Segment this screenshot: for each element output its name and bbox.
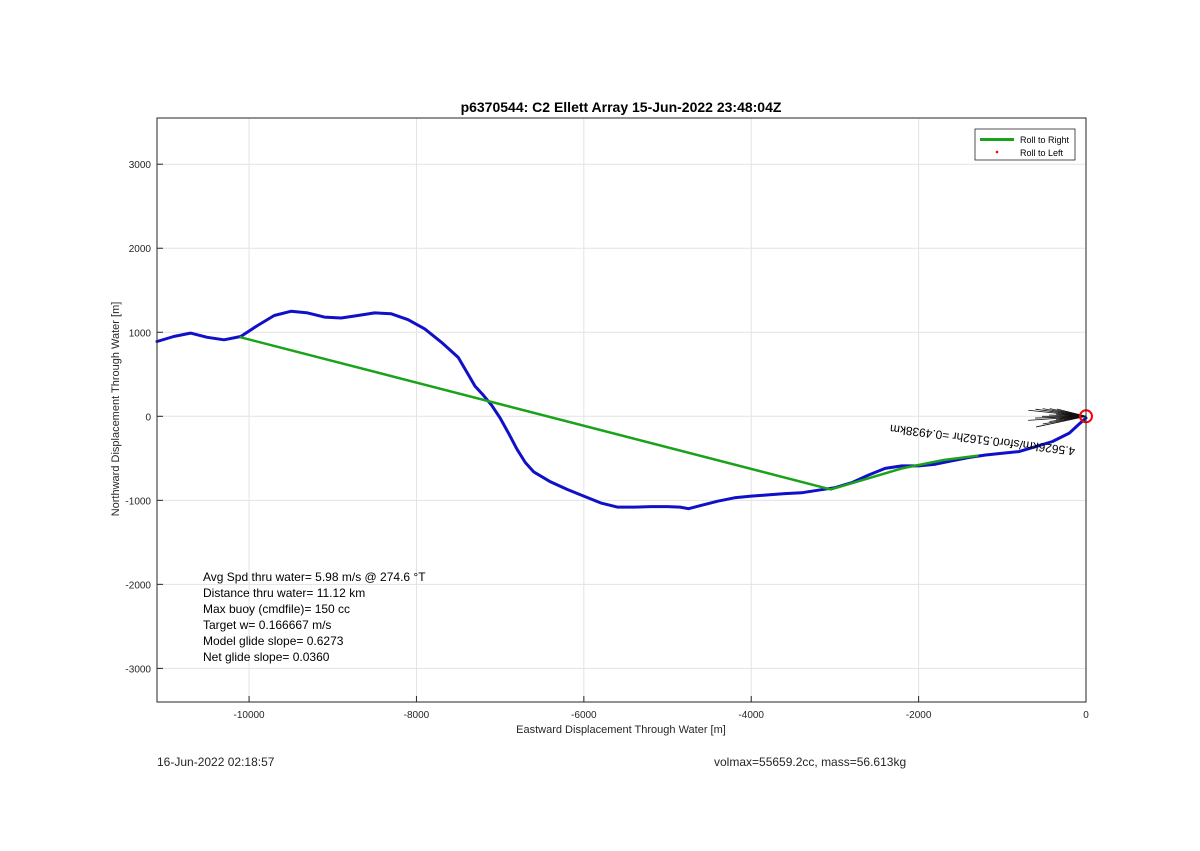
stats-line: Avg Spd thru water= 5.98 m/s @ 274.6 °T (203, 570, 426, 584)
stats-line: Max buoy (cmdfile)= 150 cc (203, 602, 350, 616)
x-tick-label: -10000 (233, 710, 265, 721)
legend: Roll to Right Roll to Left (974, 128, 1076, 161)
track-annotation: 4.5626km/sfor0.5162hr =0.4938km (889, 422, 1076, 459)
x-tick-label: -2000 (906, 710, 932, 721)
x-axis-label: Eastward Displacement Through Water [m] (516, 724, 726, 736)
y-tick-label: -2000 (125, 580, 151, 591)
chart-title: p6370544: C2 Ellett Array 15-Jun-2022 23… (461, 99, 782, 115)
turn-vector (1036, 415, 1087, 428)
y-tick-label: 2000 (129, 244, 152, 255)
series-track-line (155, 309, 1088, 511)
y-tick-label: 3000 (129, 160, 152, 171)
y-axis-label: Northward Displacement Through Water [m] (110, 302, 122, 517)
stats-line: Distance thru water= 11.12 km (203, 586, 365, 600)
y-tick-label: 1000 (129, 328, 152, 339)
series-roll-right-line (239, 336, 979, 491)
stats-line: Net glide slope= 0.0360 (203, 650, 330, 664)
stats-line: Target w= 0.166667 m/s (203, 618, 331, 632)
x-tick-label: -4000 (738, 710, 764, 721)
x-tick-label: -6000 (571, 710, 597, 721)
legend-box (974, 128, 1076, 161)
footer-mass-info: volmax=55659.2cc, mass=56.613kg (714, 755, 907, 769)
legend-label-roll-right: Roll to Right (1020, 135, 1070, 145)
plot-area (155, 309, 1093, 511)
axis-ticks: -10000 -8000 -6000 -4000 -2000 0-3000-2000-10… (125, 160, 1089, 721)
footer-timestamp: 16-Jun-2022 02:18:57 (157, 755, 275, 769)
y-tick-label: -1000 (125, 496, 151, 507)
y-tick-label: 0 (145, 412, 151, 423)
stats-line: Model glide slope= 0.6273 (203, 634, 344, 648)
stats-annotation: Avg Spd thru water= 5.98 m/s @ 274.6 °T D… (203, 570, 426, 664)
x-tick-label: 0 (1083, 710, 1089, 721)
x-tick-label: -8000 (404, 710, 430, 721)
legend-label-roll-left: Roll to Left (1020, 148, 1064, 158)
axes-frame (156, 117, 1087, 703)
legend-swatch-roll-left (995, 150, 999, 154)
y-tick-label: -3000 (125, 664, 151, 675)
